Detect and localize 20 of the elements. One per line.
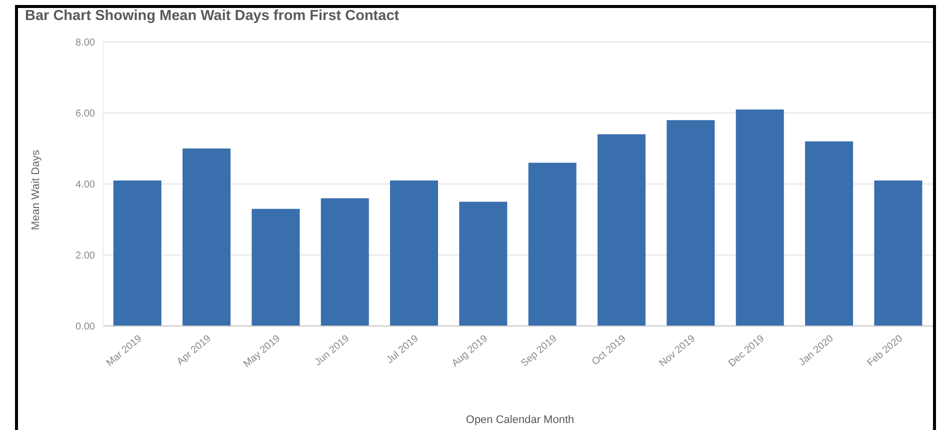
- bar: [805, 141, 854, 326]
- bar: [528, 162, 576, 326]
- chart-title: Bar Chart Showing Mean Wait Days from First Contact: [25, 7, 400, 26]
- bar: [598, 134, 646, 326]
- y-tick-label: 6.00: [76, 108, 96, 120]
- bar: [666, 120, 715, 326]
- y-tick-label: 0.00: [76, 322, 96, 333]
- bar: [320, 198, 369, 326]
- y-axis-title: Mean Wait Days: [30, 150, 42, 230]
- bar: [736, 109, 784, 326]
- y-tick-label: 8.00: [76, 38, 96, 49]
- y-tick-label: 2.00: [76, 250, 96, 262]
- bar: [252, 208, 300, 326]
- x-axis-title: Open Calendar Month: [466, 414, 574, 426]
- bar: [113, 180, 162, 326]
- y-tick-label: 4.00: [76, 180, 96, 191]
- bar: [390, 180, 438, 326]
- bar: [459, 202, 508, 326]
- bar: [182, 148, 231, 326]
- bar: [874, 180, 922, 326]
